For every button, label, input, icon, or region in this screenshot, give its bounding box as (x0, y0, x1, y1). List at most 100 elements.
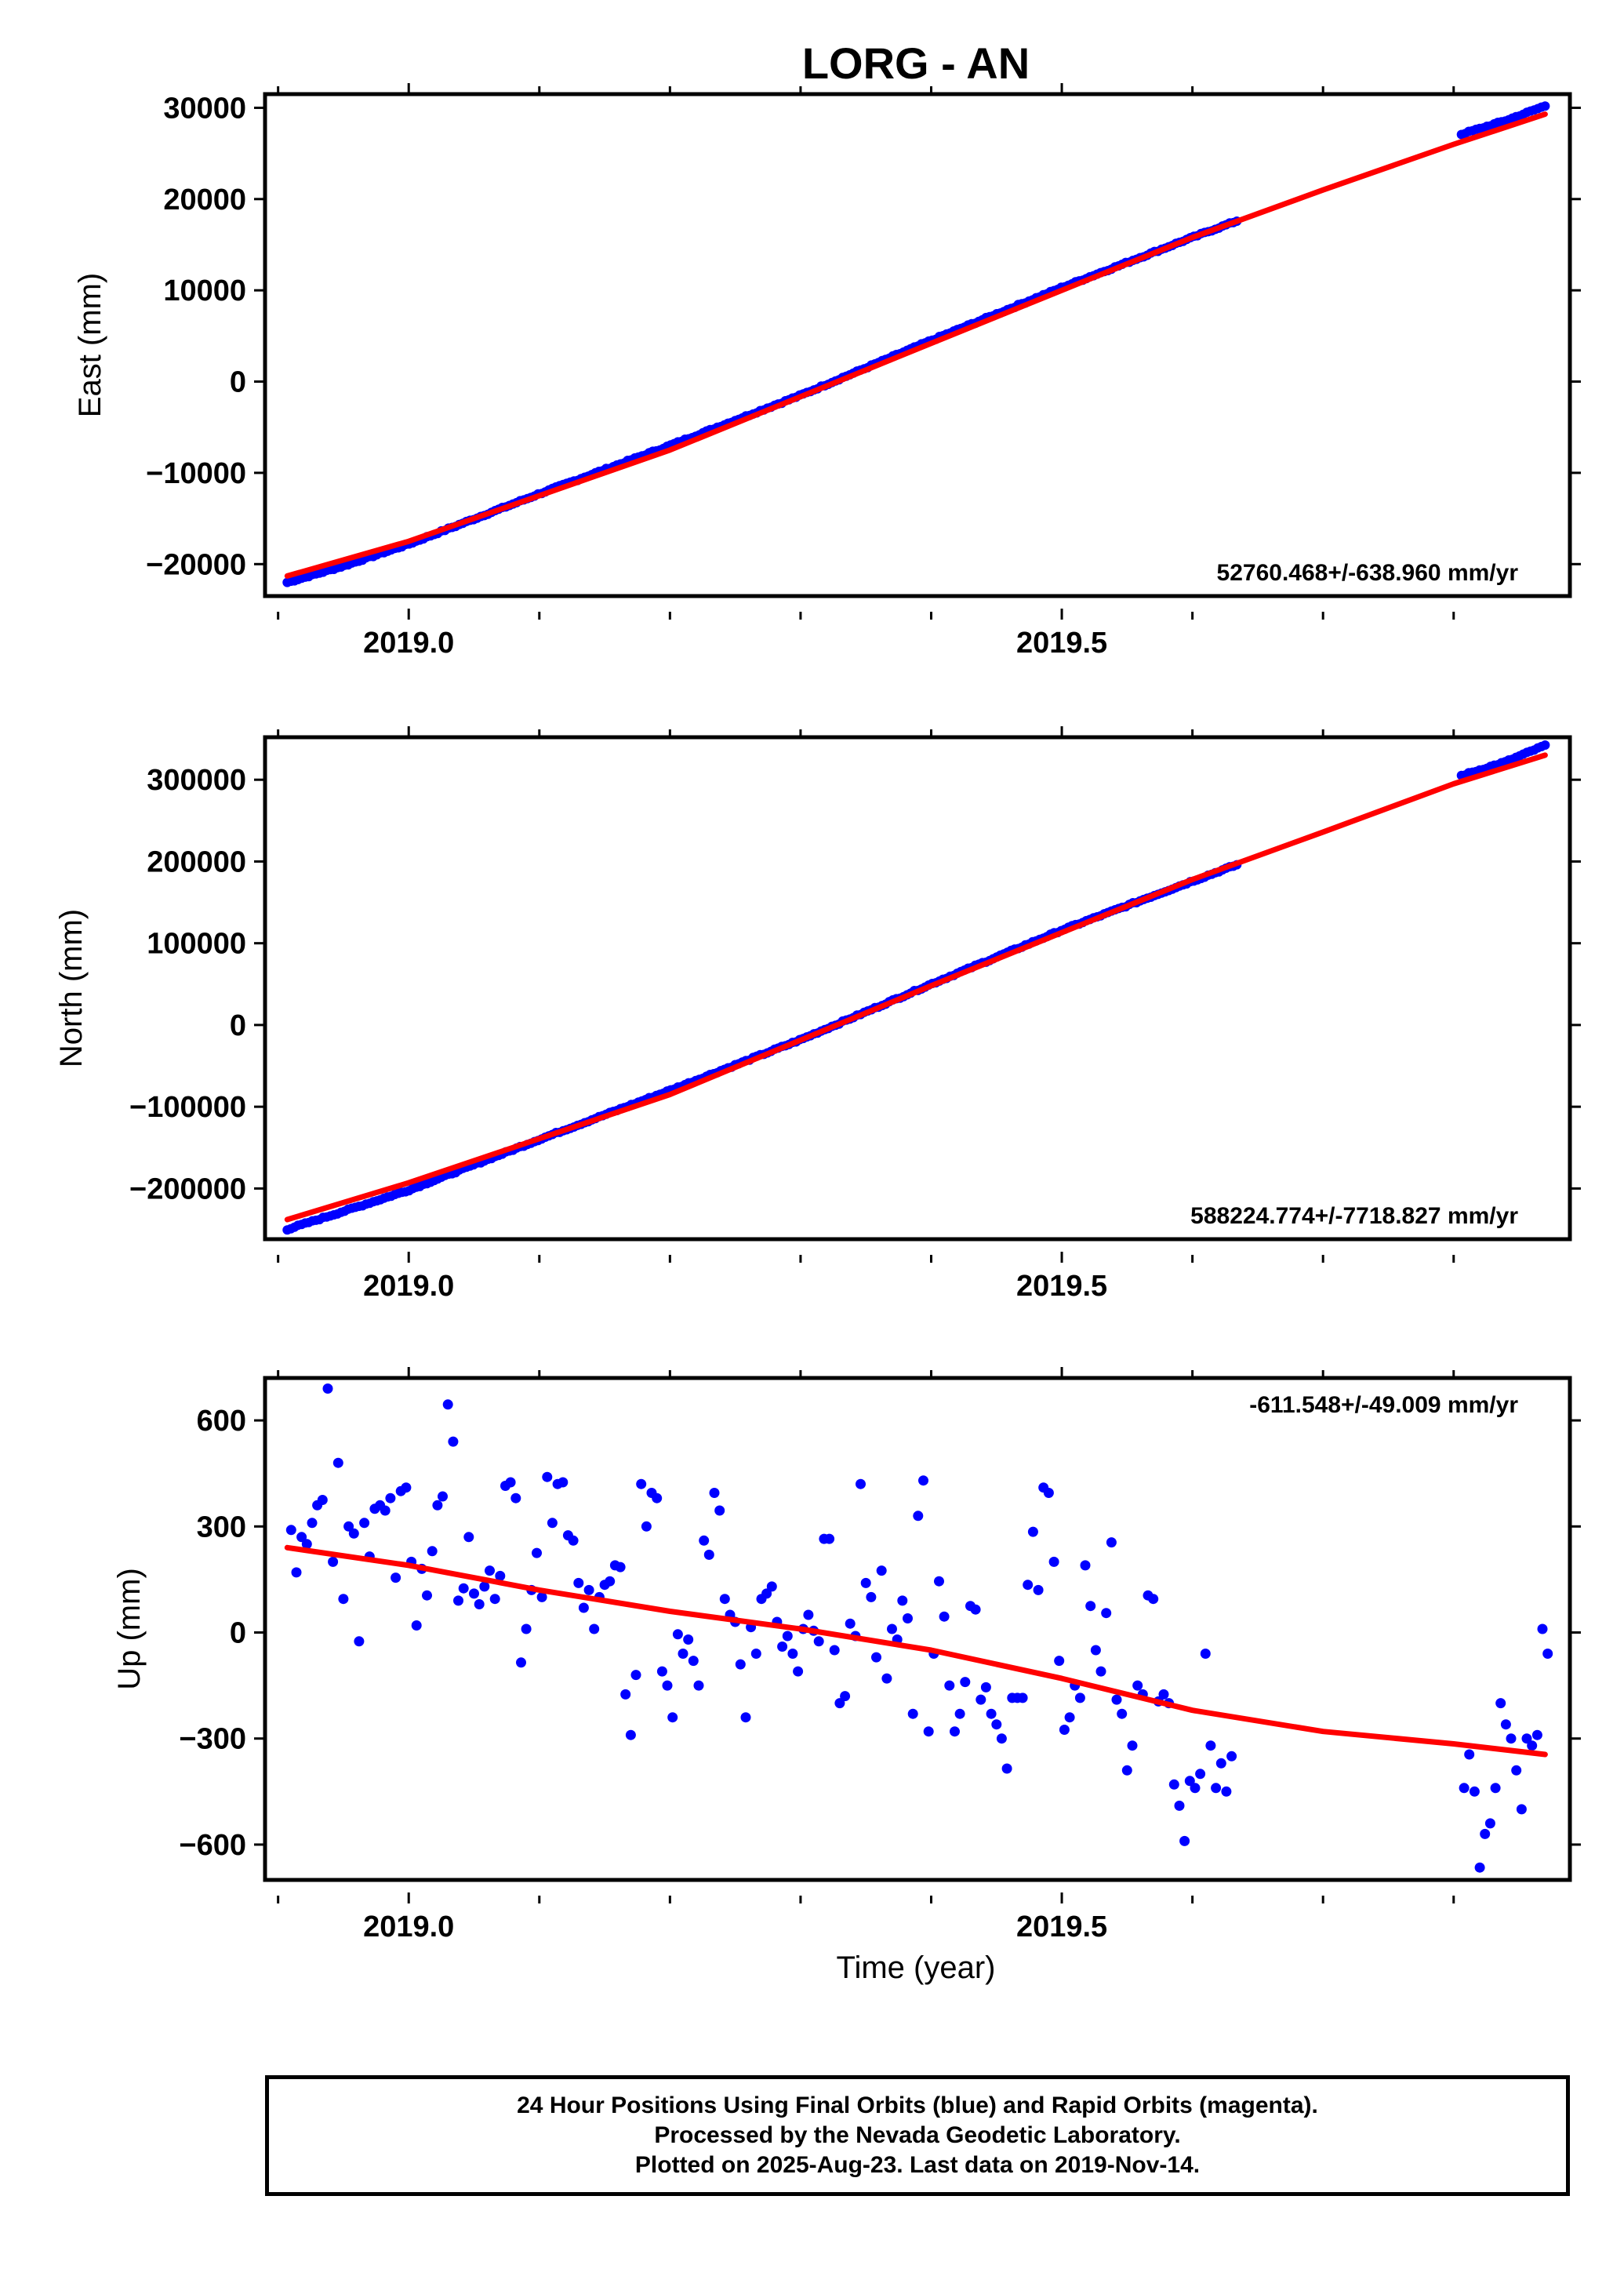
up-point (453, 1595, 463, 1606)
up-rate-label: -611.548+/-49.009 mm/yr (1249, 1392, 1518, 1418)
up-point (1179, 1835, 1190, 1846)
north-ytick-label: −200000 (129, 1173, 246, 1205)
up-point (913, 1511, 924, 1522)
up-point (1542, 1649, 1553, 1659)
up-point (1200, 1649, 1211, 1659)
up-point (881, 1673, 892, 1684)
up-point (975, 1694, 986, 1705)
up-point (1074, 1692, 1085, 1703)
east-xtick-label: 2019.5 (1016, 627, 1107, 660)
up-point (1480, 1828, 1491, 1839)
up-point (589, 1623, 600, 1634)
up-point (1023, 1580, 1034, 1591)
up-point (662, 1680, 673, 1691)
up-point (615, 1562, 626, 1572)
up-point (1215, 1758, 1226, 1769)
up-point (479, 1581, 490, 1592)
up-point (641, 1521, 652, 1532)
up-point (714, 1505, 725, 1516)
up-point (840, 1691, 851, 1702)
up-point (307, 1518, 318, 1529)
up-point (1226, 1751, 1237, 1762)
up-point (1027, 1526, 1038, 1537)
north-panel: 2019.0 2019.5 −200000 −100000 0 100000 200000 3… (54, 726, 1581, 1303)
up-point (489, 1594, 500, 1605)
up-point (442, 1399, 453, 1410)
up-point (688, 1656, 699, 1667)
up-point (296, 1532, 307, 1543)
up-point (1117, 1708, 1128, 1719)
up-point (1484, 1818, 1495, 1829)
up-point (1464, 1749, 1475, 1760)
up-point (322, 1383, 333, 1394)
up-point (1090, 1645, 1101, 1656)
up-point (583, 1584, 594, 1595)
up-point (385, 1492, 396, 1503)
up-point (1033, 1584, 1044, 1595)
up-point (1184, 1776, 1195, 1787)
up-point (1017, 1692, 1028, 1703)
up-point (787, 1649, 798, 1659)
up-point (939, 1611, 950, 1622)
up-point (777, 1642, 788, 1652)
east-ytick-label: 30000 (163, 92, 246, 125)
up-point (568, 1535, 579, 1546)
north-xtick-label: 2019.5 (1016, 1270, 1107, 1303)
up-point (411, 1620, 422, 1631)
up-point (866, 1591, 877, 1602)
up-point (1511, 1765, 1522, 1776)
up-point (605, 1576, 616, 1587)
up-point (438, 1491, 448, 1502)
up-point (672, 1629, 683, 1640)
up-point (960, 1677, 971, 1688)
up-point (348, 1528, 359, 1539)
up-point (301, 1539, 312, 1550)
up-point (505, 1477, 516, 1488)
up-point (750, 1649, 761, 1659)
up-point (1521, 1733, 1532, 1744)
up-point (907, 1708, 918, 1719)
up-point (903, 1613, 913, 1623)
up-point (991, 1719, 1002, 1730)
up-point (871, 1652, 881, 1663)
up-point (934, 1576, 944, 1587)
up-point (332, 1457, 343, 1468)
up-point (532, 1547, 542, 1558)
up-point (678, 1649, 688, 1659)
up-point (980, 1682, 991, 1692)
up-point (1506, 1733, 1517, 1744)
up-point (709, 1488, 720, 1498)
up-xtick-label: 2019.0 (363, 1911, 454, 1943)
up-point (1080, 1560, 1091, 1571)
up-point (1516, 1804, 1527, 1815)
up-point (803, 1609, 814, 1620)
up-point (1054, 1656, 1065, 1667)
up-point (1221, 1786, 1232, 1797)
up-point (458, 1583, 469, 1594)
up-point (876, 1565, 887, 1576)
up-point (1048, 1556, 1059, 1567)
up-point (1132, 1680, 1143, 1691)
east-point (1540, 101, 1550, 111)
up-point (510, 1492, 521, 1503)
up-point (1095, 1666, 1106, 1677)
up-point (474, 1599, 485, 1609)
up-point (432, 1500, 443, 1511)
up-point (1469, 1786, 1480, 1797)
east-ylabel: East (mm) (73, 273, 107, 417)
up-point (693, 1680, 704, 1691)
up-point (699, 1535, 710, 1546)
up-point (834, 1698, 845, 1709)
north-ytick-label: 200000 (147, 845, 246, 878)
north-ytick-label: 300000 (147, 764, 246, 797)
up-point (703, 1549, 714, 1560)
up-point (625, 1729, 636, 1740)
east-xtick-label: 2019.0 (363, 627, 454, 660)
up-point (1001, 1763, 1012, 1774)
up-point (573, 1577, 584, 1588)
up-point (547, 1518, 558, 1529)
caption-line-3: Plotted on 2025-Aug-23. Last data on 201… (634, 2152, 1201, 2178)
up-point (667, 1712, 678, 1723)
up-point (427, 1546, 438, 1557)
